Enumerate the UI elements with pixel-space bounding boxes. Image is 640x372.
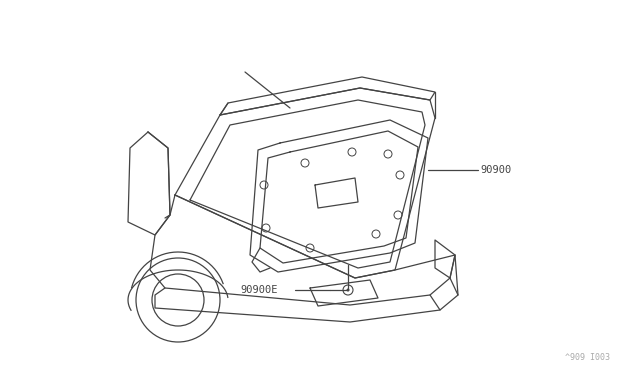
Text: 90900: 90900: [480, 165, 511, 175]
Text: 90900E: 90900E: [240, 285, 278, 295]
Text: ^909 I003: ^909 I003: [565, 353, 610, 362]
Circle shape: [346, 289, 349, 292]
